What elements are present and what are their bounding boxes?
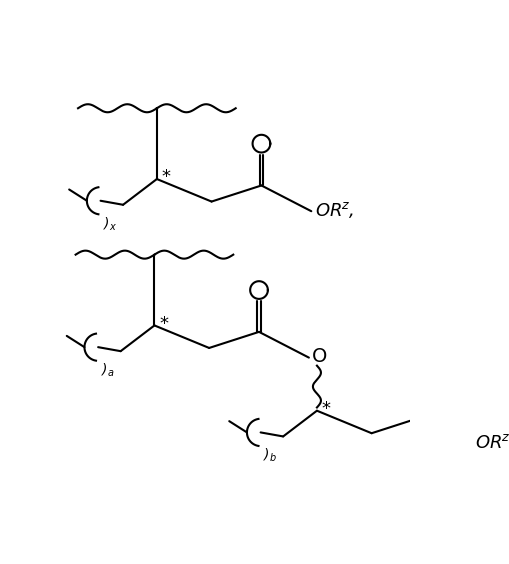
Text: *: * [321,400,330,418]
Text: *: * [159,315,168,333]
Text: )$_x$: )$_x$ [103,215,117,232]
Text: )$_a$: )$_a$ [100,362,114,379]
Text: *: * [161,169,171,187]
Text: OR$^z$,: OR$^z$, [474,432,509,452]
Text: O: O [312,346,327,365]
Text: OR$^z$,: OR$^z$, [314,200,353,221]
Text: )$_b$: )$_b$ [263,447,276,464]
